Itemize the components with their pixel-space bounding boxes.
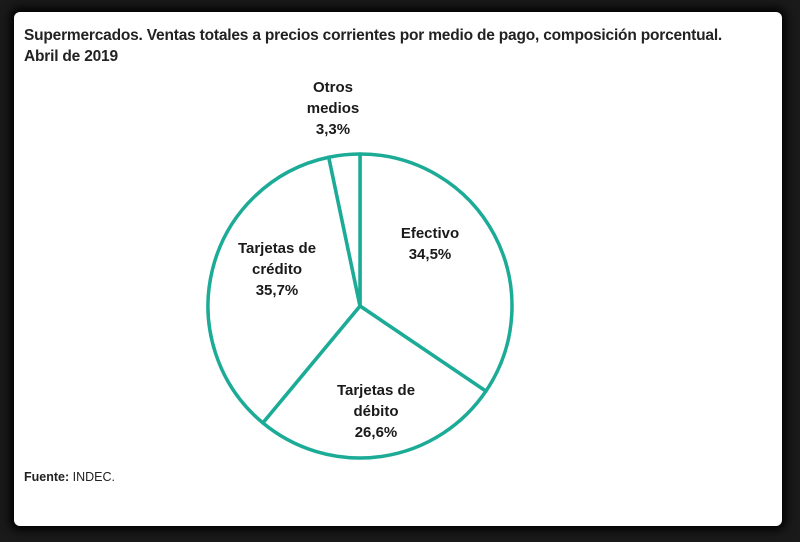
slice-label-1: Efectivo 34,5% <box>401 225 459 263</box>
chart-title: Supermercados. Ventas totales a precios … <box>24 25 764 67</box>
slice-label-4: Otros medios 3,3% <box>307 79 360 138</box>
slice-name-3: Tarjetas de <box>238 240 316 257</box>
slice-name-3: crédito <box>252 261 302 278</box>
pie-slice-4 <box>326 152 362 308</box>
slice-name-2: Tarjetas de <box>337 382 415 399</box>
slice-value-2: 26,6% <box>355 424 398 441</box>
chart-title-line-2: Abril de 2019 <box>24 48 118 65</box>
pie-slice-3 <box>206 155 362 425</box>
pie-slice-2 <box>261 304 488 460</box>
slice-value-3: 35,7% <box>256 282 299 299</box>
pie-slice-1 <box>358 152 514 393</box>
slice-name-2: débito <box>354 403 399 420</box>
slice-value-1: 34,5% <box>409 246 452 263</box>
slice-label-3: Tarjetas de crédito 35,7% <box>238 240 316 299</box>
chart-title-line-1: Supermercados. Ventas totales a precios … <box>24 27 723 44</box>
slice-label-2: Tarjetas de débito 26,6% <box>337 382 415 441</box>
source-note: Fuente: INDEC. <box>24 470 115 484</box>
source-value: INDEC. <box>72 470 115 484</box>
slice-value-4: 3,3% <box>316 121 350 138</box>
source-label: Fuente: <box>24 470 70 484</box>
slice-name-1: Efectivo <box>401 225 459 242</box>
slice-name-4: medios <box>307 100 360 117</box>
slice-name-4: Otros <box>313 79 353 96</box>
